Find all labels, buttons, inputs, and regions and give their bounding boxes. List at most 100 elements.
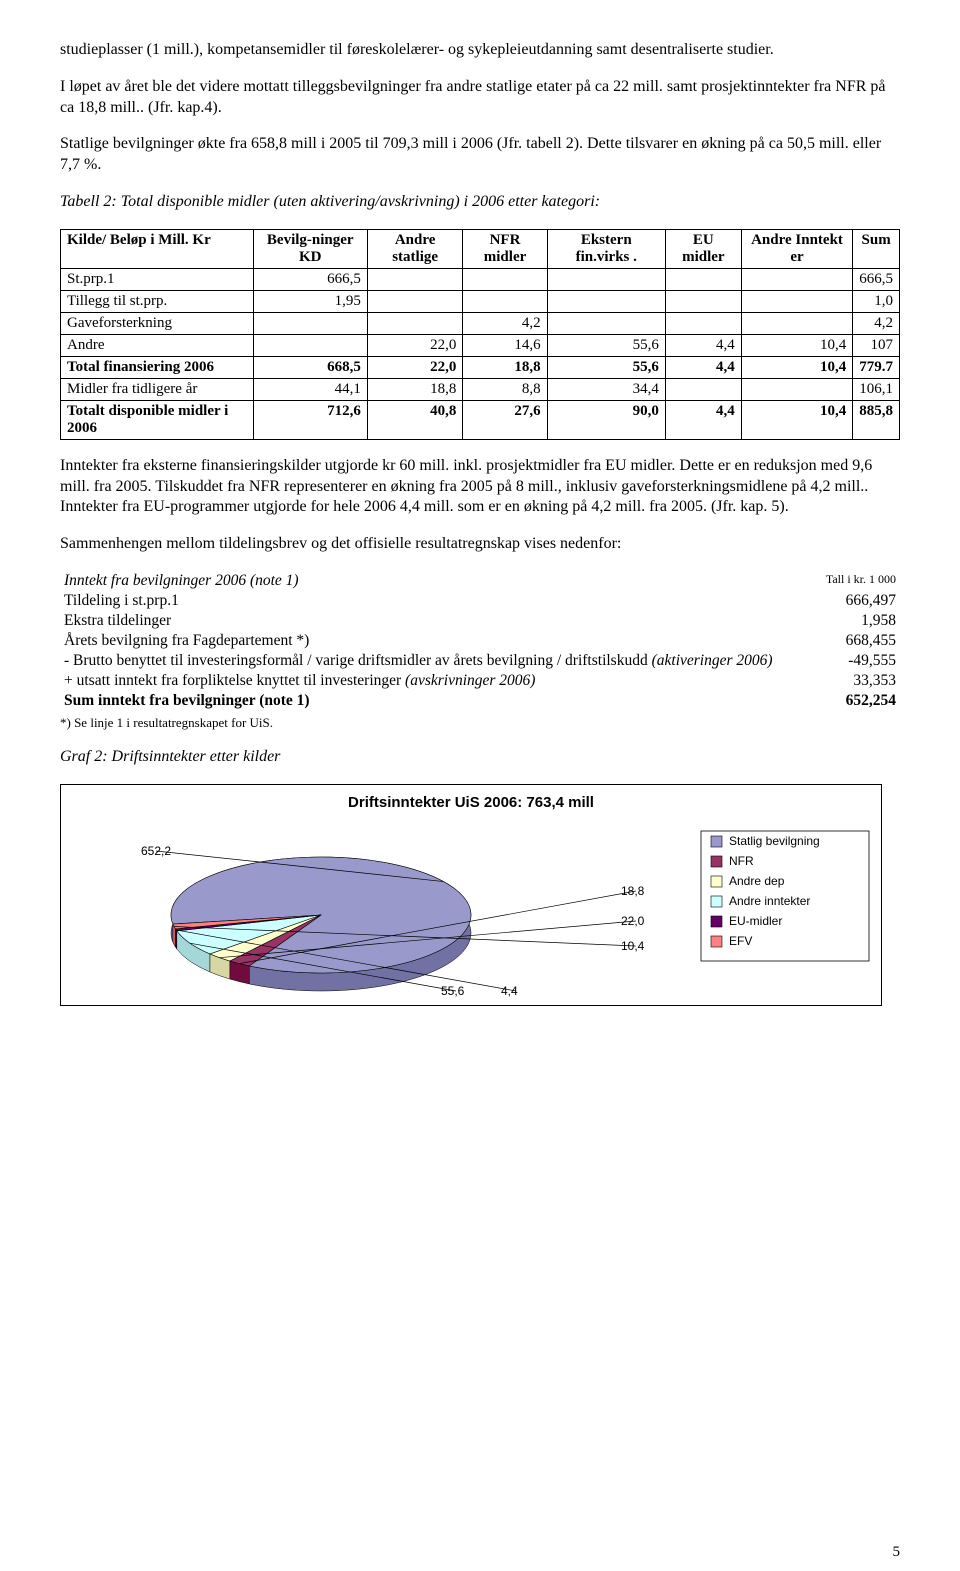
table-cell: 44,1 xyxy=(253,378,367,400)
pie-slice-label: 4,4 xyxy=(501,984,518,998)
legend-swatch xyxy=(711,916,722,927)
list-item-label: Årets bevilgning fra Fagdepartement *) xyxy=(60,631,817,651)
chart-caption: Graf 2: Driftsinntekter etter kilder xyxy=(60,747,900,768)
table-cell: 885,8 xyxy=(853,400,900,439)
table-cell xyxy=(547,312,665,334)
table-header: Andre Inntekt er xyxy=(741,229,852,268)
legend-swatch xyxy=(711,896,722,907)
table-row-label: Total finansiering 2006 xyxy=(61,356,254,378)
list-item-label: Tildeling i st.prp.1 xyxy=(60,591,817,611)
table-cell: 40,8 xyxy=(367,400,463,439)
list-item-value: 33,353 xyxy=(817,671,900,691)
table-cell: 4,2 xyxy=(463,312,547,334)
table-row-label: Totalt disponible midler i 2006 xyxy=(61,400,254,439)
table-cell: 107 xyxy=(853,334,900,356)
table-cell xyxy=(463,290,547,312)
table-cell xyxy=(741,268,852,290)
legend-label: EFV xyxy=(729,934,752,948)
table-cell: 666,5 xyxy=(853,268,900,290)
table-row-label: Tillegg til st.prp. xyxy=(61,290,254,312)
table-row-label: Gaveforsterkning xyxy=(61,312,254,334)
list-item-value: 652,254 xyxy=(817,691,900,711)
table-row-label: Midler fra tidligere år xyxy=(61,378,254,400)
table-cell xyxy=(367,312,463,334)
table-cell: 8,8 xyxy=(463,378,547,400)
pie-slice-label: 18,8 xyxy=(621,884,645,898)
table-cell: 779.7 xyxy=(853,356,900,378)
table-header: NFR midler xyxy=(463,229,547,268)
list-item-label: + utsatt inntekt fra forpliktelse knytte… xyxy=(60,671,817,691)
table-cell xyxy=(547,290,665,312)
table-cell xyxy=(665,290,741,312)
table-cell xyxy=(547,268,665,290)
table-header: Kilde/ Beløp i Mill. Kr xyxy=(61,229,254,268)
table-cell: 55,6 xyxy=(547,334,665,356)
table-cell xyxy=(463,268,547,290)
table-cell: 90,0 xyxy=(547,400,665,439)
table-cell: 18,8 xyxy=(367,378,463,400)
legend-swatch xyxy=(711,836,722,847)
table-cell xyxy=(665,268,741,290)
list-header-left: Inntekt fra bevilgninger 2006 (note 1) xyxy=(60,571,817,591)
list-header-right: Tall i kr. 1 000 xyxy=(817,571,900,591)
table-cell xyxy=(741,312,852,334)
table-cell: 4,4 xyxy=(665,334,741,356)
list-item-label: Ekstra tildelinger xyxy=(60,611,817,631)
table-header: Bevilg-ninger KD xyxy=(253,229,367,268)
legend-label: EU-midler xyxy=(729,914,782,928)
table-cell: 10,4 xyxy=(741,400,852,439)
pie-slice-label: 55,6 xyxy=(441,984,465,998)
table-cell: 4,4 xyxy=(665,400,741,439)
table-cell xyxy=(253,312,367,334)
table-cell: 666,5 xyxy=(253,268,367,290)
footnote: *) Se linje 1 i resultatregnskapet for U… xyxy=(60,715,900,731)
table-cell xyxy=(367,290,463,312)
legend-swatch xyxy=(711,876,722,887)
pie-slice-label: 10,4 xyxy=(621,939,645,953)
legend-label: Statlig bevilgning xyxy=(729,834,820,848)
table-header: Sum xyxy=(853,229,900,268)
table-cell: 1,0 xyxy=(853,290,900,312)
legend-swatch xyxy=(711,936,722,947)
table-cell: 106,1 xyxy=(853,378,900,400)
list-item-value: 668,455 xyxy=(817,631,900,651)
table-cell: 10,4 xyxy=(741,334,852,356)
table-cell: 4,4 xyxy=(665,356,741,378)
paragraph: studieplasser (1 mill.), kompetansemidle… xyxy=(60,40,900,61)
pie-slice-label: 652,2 xyxy=(141,844,171,858)
pie-chart: Driftsinntekter UiS 2006: 763,4 mill 652,… xyxy=(60,784,882,1006)
table-cell xyxy=(741,378,852,400)
list-item-label: - Brutto benyttet til investeringsformål… xyxy=(60,651,817,671)
table-cell: 55,6 xyxy=(547,356,665,378)
legend-swatch xyxy=(711,856,722,867)
list-item-value: 1,958 xyxy=(817,611,900,631)
table-row-label: St.prp.1 xyxy=(61,268,254,290)
table-cell: 22,0 xyxy=(367,356,463,378)
table-cell xyxy=(665,312,741,334)
table-header: EU midler xyxy=(665,229,741,268)
table-caption: Tabell 2: Total disponible midler (uten … xyxy=(60,192,900,213)
table-row-label: Andre xyxy=(61,334,254,356)
table-cell: 1,95 xyxy=(253,290,367,312)
table-cell: 712,6 xyxy=(253,400,367,439)
paragraph: Sammenhengen mellom tildelingsbrev og de… xyxy=(60,534,900,555)
table-cell xyxy=(367,268,463,290)
table-cell: 10,4 xyxy=(741,356,852,378)
paragraph: Statlige bevilgninger økte fra 658,8 mil… xyxy=(60,134,900,176)
list-item-value: -49,555 xyxy=(817,651,900,671)
legend-label: Andre dep xyxy=(729,874,785,888)
table-cell: 14,6 xyxy=(463,334,547,356)
table-header: Andre statlige xyxy=(367,229,463,268)
pie-slice-label: 22,0 xyxy=(621,914,645,928)
paragraph: Inntekter fra eksterne finansieringskild… xyxy=(60,456,900,518)
chart-title: Driftsinntekter UiS 2006: 763,4 mill xyxy=(348,794,594,811)
table-cell xyxy=(665,378,741,400)
table-cell xyxy=(741,290,852,312)
table-2: Kilde/ Beløp i Mill. KrBevilg-ninger KDA… xyxy=(60,229,900,440)
page-number: 5 xyxy=(893,1544,901,1561)
legend-label: Andre inntekter xyxy=(729,894,810,908)
table-cell: 4,2 xyxy=(853,312,900,334)
table-header: Ekstern fin.virks . xyxy=(547,229,665,268)
paragraph: I løpet av året ble det videre mottatt t… xyxy=(60,77,900,119)
list-item-value: 666,497 xyxy=(817,591,900,611)
